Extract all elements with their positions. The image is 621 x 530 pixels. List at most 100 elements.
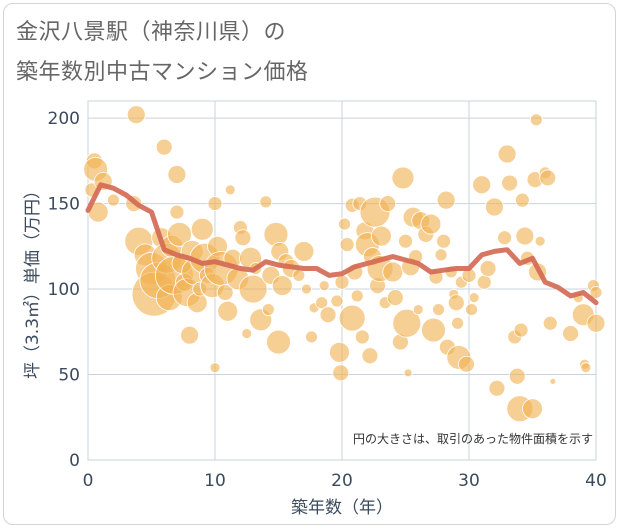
bubble-point <box>534 235 546 247</box>
bubble-point <box>241 328 253 339</box>
bubble-point <box>305 330 318 344</box>
bubble-point <box>434 248 448 262</box>
bubble-point <box>508 367 526 385</box>
bubble-point <box>330 294 344 308</box>
bubble-point <box>391 166 415 190</box>
average-price-line <box>85 182 599 306</box>
bubble-point <box>386 289 404 306</box>
bubble-point <box>497 230 512 246</box>
bubble-point <box>382 261 404 283</box>
bubble-point <box>338 304 366 332</box>
x-tick-label: 10 <box>204 471 226 491</box>
bubble-point <box>216 284 234 301</box>
bubble-point <box>412 304 424 315</box>
bubble-point <box>513 322 529 338</box>
bubble-point <box>589 286 603 299</box>
bubble-point <box>379 195 397 212</box>
x-tick-label: 30 <box>458 471 480 491</box>
bubble-point <box>476 274 492 290</box>
bubble-point <box>542 315 558 331</box>
tick-labels: 0 10 20 30 40 0 50 100 150 200 <box>48 109 607 491</box>
bubble-point <box>501 174 519 192</box>
bubble-point <box>497 144 517 164</box>
bubble-point <box>169 204 185 220</box>
chart-title-line1: 金沢八景駅（神奈川県）の <box>16 20 287 45</box>
bubble-point <box>420 213 442 235</box>
bubble-point <box>484 197 504 217</box>
bubble-point <box>421 317 446 343</box>
bubble-point <box>292 268 306 282</box>
bubble-point <box>107 193 120 207</box>
bubble-point <box>539 169 557 187</box>
bubble-point <box>479 260 497 277</box>
bubble-point <box>339 237 355 253</box>
bubble-point <box>488 379 506 397</box>
bubble-point <box>354 329 370 345</box>
x-tick-label: 40 <box>585 471 607 491</box>
bubble-point <box>458 355 475 373</box>
bubble-point <box>167 165 187 184</box>
bubble-point <box>436 233 452 249</box>
bubble-point <box>238 274 268 304</box>
chart-frame <box>3 3 616 525</box>
bubble-point <box>190 217 214 241</box>
bubble-point <box>370 225 392 247</box>
bubble-point <box>468 292 480 303</box>
bubble-point <box>224 184 236 196</box>
bubble-point <box>522 398 543 420</box>
bubble-point <box>155 138 173 156</box>
y-tick-label: 0 <box>69 451 80 471</box>
bubble-point <box>350 289 364 303</box>
bubble-point <box>549 377 557 385</box>
x-tick-label: 20 <box>331 471 353 491</box>
bubble-point <box>180 325 200 345</box>
bubble-point <box>392 308 422 338</box>
bubble-point <box>261 303 275 316</box>
y-tick-label: 200 <box>48 109 80 129</box>
bubble-point <box>167 221 192 247</box>
trend-line-layer <box>85 182 599 306</box>
x-tick-label: 0 <box>83 471 94 491</box>
y-axis-label: 坪（3.3㎡）単価（万円） <box>23 182 43 379</box>
bubble-point <box>436 190 456 210</box>
y-tick-label: 50 <box>58 366 80 386</box>
bubble-point <box>329 341 350 363</box>
bubble-point <box>515 226 535 246</box>
bubble-point <box>338 217 351 231</box>
bubble-point <box>259 195 273 209</box>
bubble-point <box>472 175 492 195</box>
bubble-point <box>126 105 146 125</box>
bubble-point <box>293 241 315 262</box>
bubble-point <box>301 283 312 295</box>
bubble-point <box>209 362 221 374</box>
bubble-point <box>334 274 350 290</box>
bubble-point <box>432 303 445 316</box>
bubble-point <box>447 294 465 312</box>
bubble-point <box>315 296 329 310</box>
bubble-point <box>562 325 579 342</box>
y-tick-label: 100 <box>48 280 80 300</box>
bubble-point <box>217 300 239 322</box>
bubble-point <box>319 306 337 324</box>
bubble-size-note: 円の大きさは、取引のあった物件面積を示す <box>353 431 593 446</box>
bubble-point <box>263 221 289 247</box>
bubble-point <box>318 280 330 292</box>
bubble-point <box>451 316 464 330</box>
bubble-point <box>586 313 606 333</box>
bubble-point <box>266 329 291 355</box>
bubble-point <box>361 347 379 365</box>
bubble-point <box>271 275 293 297</box>
bubble-point <box>529 113 543 127</box>
y-tick-label: 150 <box>48 195 80 215</box>
bubble-point <box>580 362 592 374</box>
chart-title-line2: 築年数別中古マンション価格 <box>16 60 309 85</box>
bubble-point <box>403 368 413 378</box>
bubble-point <box>514 192 530 208</box>
bubble-point <box>332 364 350 382</box>
bubble-point <box>234 229 252 247</box>
bubble-point <box>207 196 223 211</box>
bubble-point <box>398 233 413 249</box>
x-axis-label: 築年数（年） <box>291 498 393 518</box>
bubble-point <box>465 303 478 316</box>
